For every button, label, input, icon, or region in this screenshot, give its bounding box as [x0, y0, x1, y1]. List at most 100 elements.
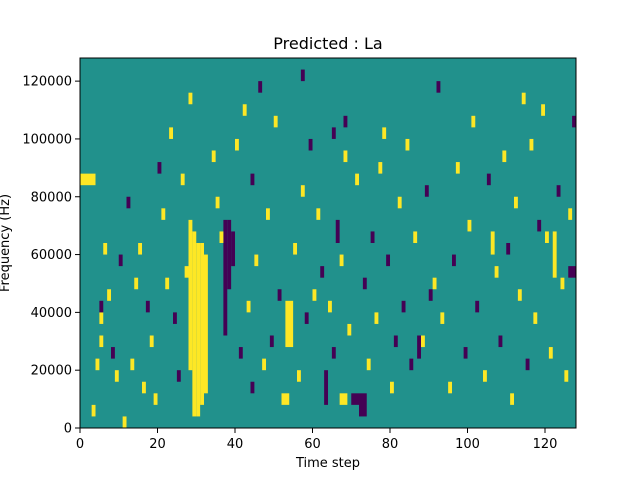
- heatmap-cell: [320, 266, 325, 278]
- y-tick-label: 80000: [31, 190, 72, 205]
- heatmap-cell: [529, 138, 534, 151]
- heatmap-cell: [421, 335, 425, 348]
- heatmap-cell: [308, 138, 313, 151]
- heatmap-cell: [149, 335, 154, 348]
- heatmap-cell: [211, 150, 216, 163]
- heatmap-cell: [250, 381, 255, 394]
- heatmap-cell: [490, 231, 495, 255]
- x-tick-label: 100: [455, 437, 480, 452]
- heatmap-cell: [405, 138, 410, 151]
- heatmap-cell: [475, 300, 480, 313]
- heatmap-cell: [413, 231, 418, 243]
- heatmap-cell: [153, 393, 158, 405]
- heatmap-cell: [173, 312, 177, 324]
- heatmap-cell: [521, 92, 526, 105]
- heatmap-cell: [304, 312, 309, 324]
- heatmap-cell: [409, 358, 414, 371]
- heatmap-cell: [483, 370, 487, 382]
- heatmap-cell: [204, 254, 208, 394]
- heatmap-cell: [359, 393, 367, 417]
- heatmap-cell: [111, 347, 115, 359]
- heatmap-cell: [80, 173, 96, 186]
- heatmap-cell: [533, 312, 538, 324]
- heatmap-cell: [246, 300, 251, 313]
- heatmap-cell: [118, 254, 123, 267]
- heatmap-cell: [428, 289, 433, 301]
- heatmap-cell: [486, 173, 491, 186]
- heatmap-cell: [215, 196, 220, 209]
- heatmap-cell: [339, 393, 348, 405]
- heatmap-cell: [452, 254, 456, 267]
- heatmap-cell: [242, 104, 247, 116]
- heatmap-cell: [262, 358, 267, 371]
- heatmap-cell: [142, 381, 146, 394]
- y-tick-label: 0: [64, 422, 72, 437]
- heatmap-cell: [339, 254, 344, 267]
- heatmap-cell: [316, 208, 321, 220]
- heatmap-cell: [355, 173, 360, 186]
- x-axis-label: Time step: [295, 456, 360, 471]
- heatmap-cell: [498, 335, 503, 348]
- heatmap-cell: [432, 277, 437, 290]
- heatmap-cell: [250, 173, 255, 186]
- heatmap-cell: [145, 300, 150, 313]
- chart-title: Predicted : La: [273, 34, 382, 53]
- heatmap-cell: [126, 196, 131, 209]
- heatmap-cell: [223, 219, 228, 336]
- heatmap-cell: [506, 243, 511, 255]
- heatmap-cell: [463, 347, 468, 359]
- heatmap-cell: [390, 381, 394, 394]
- heatmap-cell: [510, 393, 515, 405]
- heatmap-cell: [467, 219, 472, 232]
- heatmap-cell: [436, 81, 441, 93]
- heatmap-cell: [285, 300, 294, 348]
- heatmap-cell: [417, 335, 422, 359]
- heatmap-cell: [382, 127, 387, 139]
- heatmap-cell: [254, 254, 259, 267]
- heatmap-cell: [99, 300, 104, 313]
- heatmap-cell: [537, 219, 542, 232]
- heatmap-cell: [502, 150, 507, 163]
- x-tick-label: 120: [533, 437, 558, 452]
- heatmap-cell: [568, 266, 576, 278]
- heatmap-cell: [548, 347, 553, 359]
- heatmap-cell: [184, 266, 189, 278]
- heatmap-cell: [176, 370, 181, 382]
- heatmap-cell: [560, 277, 565, 290]
- heatmap-cell: [196, 243, 201, 417]
- heatmap-cell: [219, 231, 224, 243]
- heatmap-cell: [374, 312, 379, 324]
- heatmap-cell: [331, 127, 336, 139]
- heatmap-cell: [99, 312, 104, 324]
- heatmap-cell: [277, 289, 282, 301]
- heatmap-cell: [169, 127, 174, 139]
- heatmap-cell: [545, 231, 549, 243]
- y-tick-label: 20000: [31, 364, 72, 379]
- y-axis: 0 20000 40000 60000 80000 100000 120000: [22, 75, 80, 437]
- heatmap-cell: [95, 358, 100, 371]
- y-axis-label: Frequency (Hz): [0, 194, 13, 292]
- heatmap-cell: [343, 150, 348, 163]
- heatmap-cell: [103, 243, 108, 255]
- heatmap-cell: [91, 404, 96, 417]
- heatmap-cell: [378, 162, 383, 174]
- heatmap-cell: [572, 115, 577, 128]
- heatmap-cell: [188, 219, 193, 371]
- heatmap-cell: [370, 231, 375, 243]
- heatmap-cell: [138, 243, 143, 255]
- heatmap-cell: [161, 208, 166, 220]
- heatmap-cell: [266, 208, 270, 220]
- heatmap-cell: [130, 358, 135, 371]
- heatmap-cell: [200, 243, 205, 405]
- heatmap-cell: [440, 312, 445, 324]
- heatmap-cell: [556, 185, 561, 197]
- heatmap-cell: [517, 289, 522, 301]
- x-tick-label: 20: [149, 437, 166, 452]
- heatmap-cell: [231, 231, 236, 267]
- heatmap-cell: [366, 358, 371, 371]
- heatmap-cell: [312, 289, 317, 301]
- heatmap-cell: [335, 219, 340, 244]
- heatmap-cell: [514, 196, 518, 209]
- heatmap-cell: [393, 335, 398, 348]
- heatmap-cell: [351, 393, 359, 405]
